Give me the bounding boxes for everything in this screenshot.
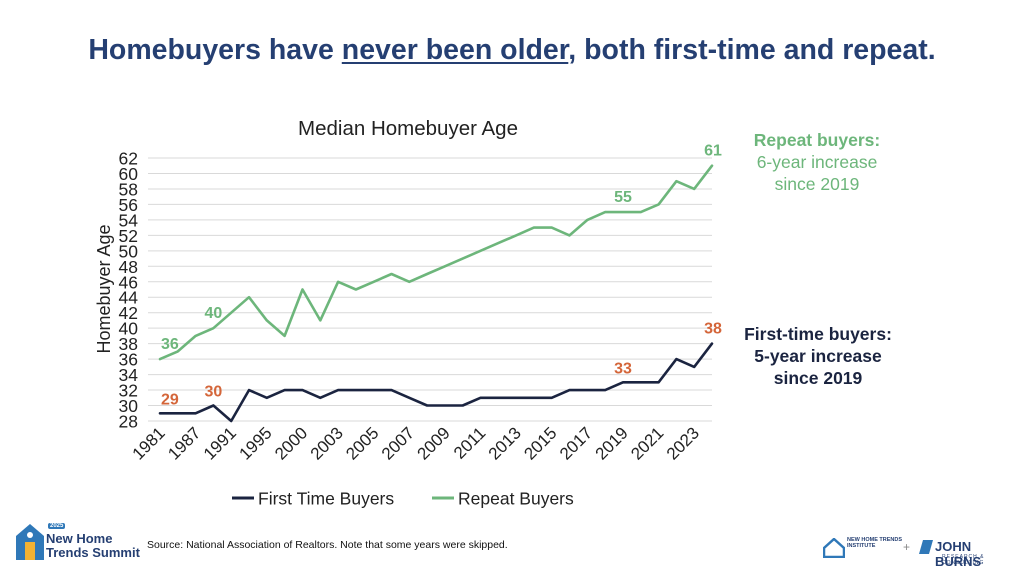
- y-tick-label: 36: [119, 350, 138, 370]
- y-tick-label: 46: [119, 272, 138, 292]
- data-label: 61: [704, 143, 722, 160]
- summit-name-line1: New Home: [46, 531, 113, 546]
- repeat-callout-line2: since 2019: [774, 174, 860, 194]
- y-tick-label: 48: [119, 257, 138, 277]
- x-tick-label: 2000: [271, 423, 311, 463]
- x-tick-label: 2011: [450, 423, 489, 462]
- summit-year: 2025: [48, 523, 66, 529]
- data-label: 55: [614, 189, 632, 206]
- summit-name-line2: Trends Summit: [46, 545, 140, 560]
- x-tick-label: 2009: [414, 423, 454, 463]
- y-tick-label: 60: [119, 164, 139, 184]
- y-tick-label: 32: [119, 381, 138, 401]
- data-label: 33: [614, 360, 632, 377]
- repeat-callout-heading: Repeat buyers:: [753, 130, 881, 150]
- data-label: 36: [161, 336, 179, 353]
- y-tick-label: 52: [119, 226, 138, 246]
- nht-line2: INSTITUTE: [847, 543, 876, 549]
- x-tick-label: 2005: [342, 423, 382, 463]
- y-tick-label: 42: [119, 303, 138, 323]
- source-note: Source: National Association of Realtors…: [147, 539, 508, 551]
- y-tick-label: 56: [119, 195, 138, 215]
- jbrc-name: JOHN BURNS: [935, 539, 982, 569]
- y-tick-label: 40: [119, 319, 139, 339]
- first-callout-line2: since 2019: [773, 368, 863, 388]
- first-callout-line1: 5-year increase: [754, 346, 882, 366]
- data-labels: 29 30 33 38 36 40 55 61: [161, 143, 722, 409]
- x-tick-label: 2013: [485, 423, 525, 463]
- x-tick-label: 2023: [663, 423, 703, 463]
- legend: First Time Buyers Repeat Buyers: [232, 489, 574, 509]
- x-tick-label: 1991: [200, 423, 240, 463]
- x-tick-label: 2003: [307, 423, 347, 463]
- legend-label: Repeat Buyers: [458, 489, 574, 509]
- y-tick-label: 34: [119, 365, 139, 385]
- title-emphasis: never been older: [341, 34, 569, 66]
- x-tick-label: 1987: [164, 423, 204, 463]
- y-tick-label: 58: [119, 179, 138, 199]
- first-time-buyers-callout: First-time buyers: 5-year increase since…: [720, 323, 916, 389]
- repeat-buyers-callout: Repeat buyers: 6-year increase since 201…: [722, 129, 912, 195]
- y-tick-label: 50: [119, 241, 139, 261]
- y-tick-label: 28: [119, 412, 138, 432]
- chart-title: Median Homebuyer Age: [298, 117, 518, 140]
- x-tick-label: 2007: [378, 423, 418, 463]
- y-tick-label: 54: [119, 210, 139, 230]
- house-icon: [16, 524, 44, 560]
- summit-logo: 2025 New Home Trends Summit: [15, 520, 145, 568]
- legend-label: First Time Buyers: [258, 489, 394, 509]
- x-tick-label: 2017: [556, 423, 596, 463]
- nht-house-icon: [823, 538, 845, 558]
- jbrc-sub: RESEARCH & CONSULTING: [942, 554, 985, 566]
- nht-line1: NEW HOME TRENDS: [847, 537, 902, 543]
- x-tick-label: 2021: [627, 423, 667, 463]
- y-tick-label: 38: [119, 334, 138, 354]
- data-label: 30: [205, 384, 223, 401]
- x-tick-label: 2015: [520, 423, 560, 463]
- x-tick-labels: 1981198719911995200020032005200720092011…: [129, 423, 703, 463]
- x-tick-label: 1995: [235, 423, 275, 463]
- jbrc-mark-icon: [919, 540, 933, 554]
- data-label: 38: [704, 321, 722, 338]
- slide-title: Homebuyers have never been older, both f…: [0, 34, 1024, 67]
- repeat-buyers-line: [158, 164, 714, 361]
- data-label: 29: [161, 391, 179, 408]
- title-post: , both first-time and repeat.: [568, 34, 936, 66]
- y-tick-label: 30: [119, 396, 139, 416]
- y-tick-label: 44: [119, 288, 139, 308]
- partner-logos: NEW HOME TRENDS INSTITUTE + JOHN BURNS R…: [823, 536, 1018, 569]
- plus-sign: +: [903, 540, 911, 554]
- repeat-callout-line1: 6-year increase: [756, 152, 878, 172]
- y-axis-label: Homebuyer Age: [94, 224, 114, 353]
- summit-name: New Home Trends Summit: [46, 532, 140, 560]
- y-tick-label: 62: [119, 149, 138, 169]
- first-callout-heading: First-time buyers:: [744, 324, 892, 344]
- title-pre: Homebuyers have: [88, 34, 342, 66]
- nht-logo-text: NEW HOME TRENDS INSTITUTE: [847, 537, 902, 549]
- first-time-buyers-line: [158, 342, 714, 423]
- series-lines: [158, 164, 714, 423]
- x-tick-label: 2019: [592, 423, 632, 463]
- gridlines: [148, 157, 712, 422]
- data-label: 40: [205, 305, 223, 322]
